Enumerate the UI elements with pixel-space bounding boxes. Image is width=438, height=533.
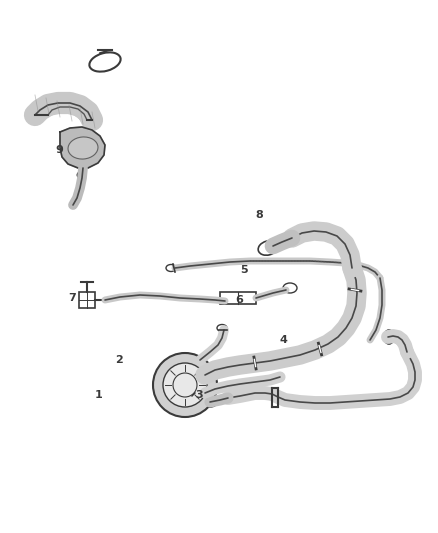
Polygon shape — [60, 127, 105, 168]
Text: 2: 2 — [115, 355, 123, 365]
Circle shape — [195, 388, 205, 398]
Ellipse shape — [68, 137, 98, 159]
Text: 7: 7 — [68, 293, 76, 303]
Circle shape — [163, 363, 207, 407]
Text: 4: 4 — [280, 335, 288, 345]
Circle shape — [77, 172, 83, 178]
Text: 5: 5 — [240, 265, 247, 275]
Text: 1: 1 — [95, 390, 103, 400]
Text: 9: 9 — [55, 145, 63, 155]
Text: 6: 6 — [235, 295, 243, 305]
Text: 3: 3 — [195, 390, 203, 400]
Circle shape — [153, 353, 217, 417]
Text: 8: 8 — [255, 210, 263, 220]
